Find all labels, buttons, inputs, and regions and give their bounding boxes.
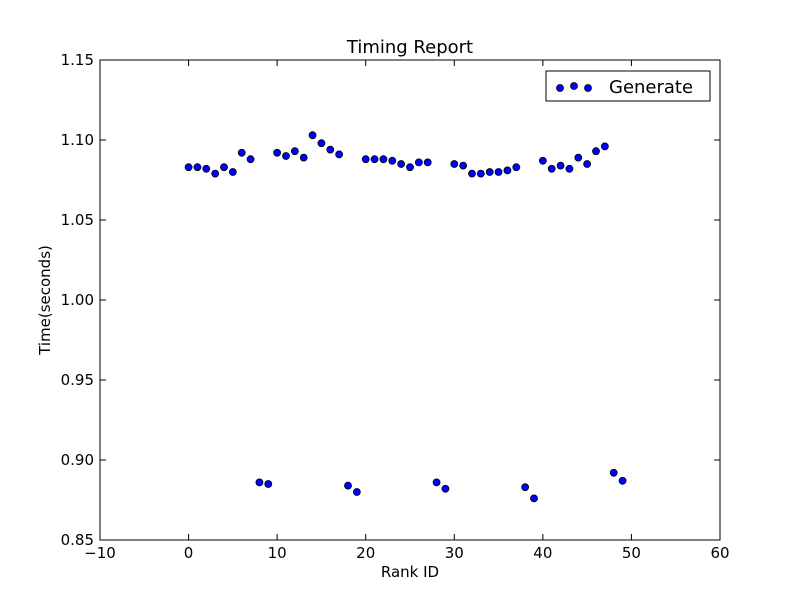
legend-marker bbox=[584, 84, 592, 92]
data-point bbox=[361, 155, 370, 164]
chart-title: Timing Report bbox=[346, 37, 473, 58]
y-tick-label: 0.95 bbox=[61, 371, 94, 389]
data-point bbox=[468, 169, 476, 178]
data-point bbox=[335, 150, 344, 159]
legend-marker bbox=[570, 82, 578, 90]
data-point bbox=[547, 164, 556, 173]
y-tick-label: 1.15 bbox=[61, 51, 94, 69]
data-point bbox=[211, 169, 220, 178]
y-tick-label: 0.90 bbox=[61, 451, 94, 469]
x-axis-label: Rank ID bbox=[381, 563, 439, 581]
y-tick-label: 1.00 bbox=[61, 291, 94, 309]
x-axis: −10 0 10 20 30 40 50 60 bbox=[84, 60, 730, 562]
x-tick-label: 20 bbox=[356, 544, 375, 562]
y-tick-label: 0.85 bbox=[61, 531, 94, 549]
data-point bbox=[459, 161, 468, 170]
data-point bbox=[538, 156, 547, 165]
data-point bbox=[317, 139, 326, 148]
data-point bbox=[406, 163, 414, 172]
data-point bbox=[326, 145, 335, 154]
data-point bbox=[388, 156, 397, 165]
data-point bbox=[574, 153, 583, 162]
y-axis: 0.85 0.90 0.95 1.00 1.05 1.10 1.15 bbox=[61, 51, 720, 549]
data-point bbox=[530, 494, 538, 503]
data-point bbox=[609, 468, 618, 477]
data-point bbox=[282, 152, 290, 160]
data-point bbox=[202, 164, 211, 173]
data-point bbox=[556, 161, 565, 170]
data-point bbox=[370, 155, 379, 164]
data-point bbox=[521, 483, 530, 492]
x-tick-label: 10 bbox=[268, 544, 287, 562]
data-point bbox=[512, 163, 521, 172]
data-point bbox=[600, 142, 609, 151]
plot-frame bbox=[99, 59, 721, 541]
data-points bbox=[184, 131, 627, 503]
data-point bbox=[352, 488, 361, 496]
data-point bbox=[220, 163, 228, 172]
legend-marker bbox=[556, 84, 564, 92]
data-point bbox=[450, 160, 459, 168]
y-axis-label: Time(seconds) bbox=[36, 245, 54, 356]
data-point bbox=[476, 169, 485, 178]
data-point bbox=[432, 478, 441, 487]
legend: Generate bbox=[545, 70, 711, 102]
y-tick-label: 1.05 bbox=[61, 211, 94, 229]
data-point bbox=[618, 476, 627, 485]
data-point bbox=[397, 160, 406, 168]
data-point bbox=[441, 484, 450, 493]
data-point bbox=[583, 160, 592, 168]
data-point bbox=[264, 480, 273, 488]
x-tick-label: 50 bbox=[622, 544, 641, 562]
data-point bbox=[592, 147, 600, 156]
data-point bbox=[255, 478, 264, 487]
data-point bbox=[503, 166, 512, 175]
data-point bbox=[237, 148, 246, 157]
x-tick-label: −10 bbox=[84, 544, 116, 562]
data-point bbox=[193, 163, 202, 172]
x-tick-label: 60 bbox=[710, 544, 729, 562]
x-tick-label: 0 bbox=[184, 544, 194, 562]
legend-entry-generate: Generate bbox=[609, 77, 693, 98]
data-point bbox=[308, 131, 317, 140]
data-point bbox=[290, 147, 299, 156]
data-point bbox=[565, 164, 574, 173]
x-tick-label: 30 bbox=[445, 544, 464, 562]
data-point bbox=[273, 148, 282, 157]
data-point bbox=[485, 168, 494, 176]
y-tick-label: 1.10 bbox=[61, 131, 94, 149]
data-point bbox=[494, 168, 503, 176]
data-point bbox=[299, 153, 308, 162]
data-point bbox=[228, 168, 237, 176]
data-point bbox=[246, 155, 255, 164]
data-point bbox=[344, 481, 352, 490]
data-point bbox=[423, 158, 432, 167]
data-point bbox=[379, 155, 388, 164]
data-point bbox=[184, 163, 193, 172]
data-point bbox=[414, 158, 423, 167]
x-tick-label: 40 bbox=[533, 544, 552, 562]
